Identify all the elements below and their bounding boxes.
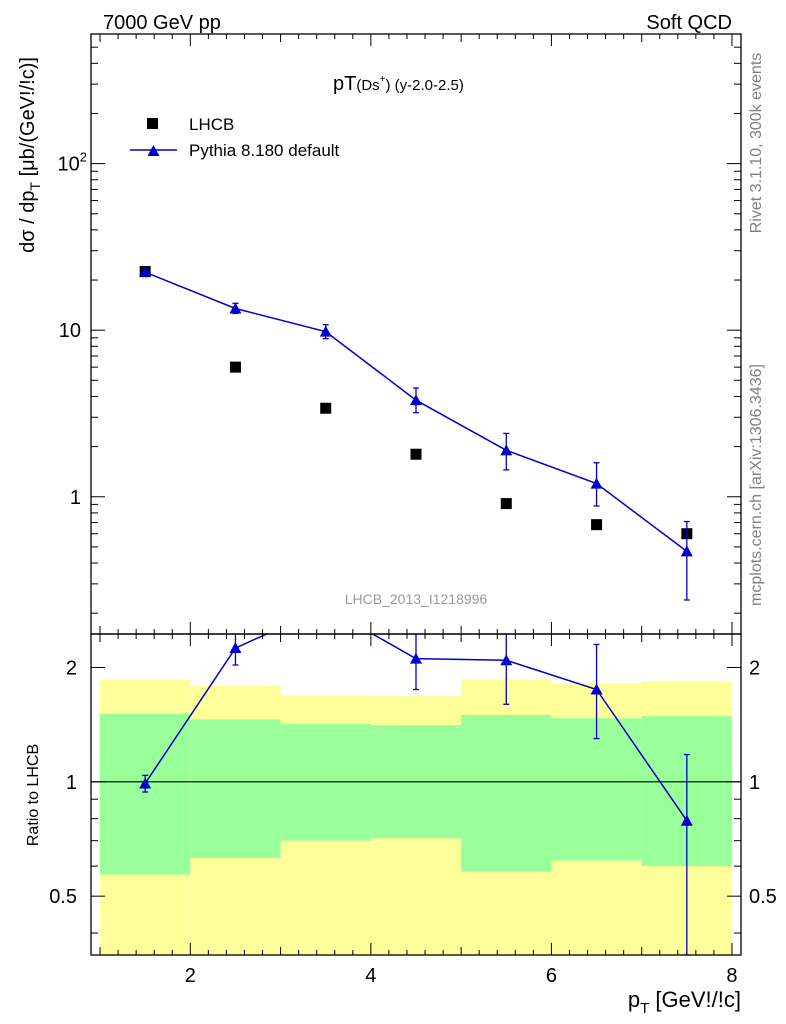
x-axis-label: pT [GeV!/!c] [628,987,741,1017]
main-content [139,266,693,601]
y-tick-label-main: 1 [70,487,81,509]
legend-pythia-label: Pythia 8.180 default [189,141,340,160]
y-tick-label-ratio-right: 0.5 [749,886,777,908]
header-left: 7000 GeV pp [103,12,221,34]
pythia-point-marker [139,266,152,278]
lhcb-data-point [410,448,422,460]
pythia-point-marker [590,477,603,489]
lhcb-data-point [591,519,603,531]
pythia-point-marker [410,394,422,406]
ratio-point-marker [590,683,603,695]
ratio-point-marker [410,652,422,664]
pythia-point-marker [229,302,242,314]
lhcb-data-point [320,402,332,414]
side-label-mcplots: mcplots.cern.ch [arXiv:1306.3436] [748,364,765,606]
y-tick-label-main: 102 [58,150,87,176]
x-tick-label: 6 [546,965,557,987]
main-chart-title: pT(Ds+) (y-2.0-2.5) [333,73,464,95]
x-tick-label: 4 [365,965,376,987]
ratio-point-marker [320,601,332,612]
pythia-point-marker [500,444,513,456]
ratio-point-marker [139,777,152,789]
y-tick-label-ratio-left: 2 [66,657,77,679]
legend: LHCB Pythia 8.180 default [130,115,340,160]
ratio-content [91,601,741,955]
legend-pythia-marker [147,145,160,156]
ratio-point-marker [680,814,693,826]
uncertainty-band-inner [190,719,281,859]
y-tick-label-ratio-right: 2 [749,657,760,679]
pythia-point-marker [319,325,332,337]
main-y-axis-label: dσ / dpT [μb/(GeV!/!c)] [17,57,43,253]
ratio-point-marker [229,642,242,654]
uncertainty-band-inner [461,714,552,872]
legend-lhcb-label: LHCB [189,115,234,134]
ratio-point-marker [500,654,513,666]
header-right: Soft QCD [646,12,732,34]
pythia-point-marker [680,545,693,557]
y-tick-label-ratio-right: 1 [749,772,760,794]
uncertainty-band-inner [100,713,191,875]
uncertainty-band-inner [551,718,642,861]
x-tick-label: 2 [185,965,196,987]
x-tick-label: 8 [726,965,737,987]
ratio-y-axis-label: Ratio to LHCB [25,744,42,846]
lhcb-data-point [500,498,512,510]
y-tick-label-main: 10 [59,320,81,342]
lhcb-data-point [229,361,241,373]
side-label-rivet: Rivet 3.1.10, 300k events [748,53,765,234]
y-tick-label-ratio-left: 1 [66,772,77,794]
y-tick-label-ratio-left: 0.5 [49,886,77,908]
analysis-watermark: LHCB_2013_I1218996 [345,591,488,607]
legend-lhcb-marker [147,118,158,129]
ratio-plot: 2 4 6 8 0.5 0.5 1 1 2 2 [49,601,777,987]
main-plot: 1 10 102 [58,33,742,635]
ratio-plot-frame [90,633,742,956]
